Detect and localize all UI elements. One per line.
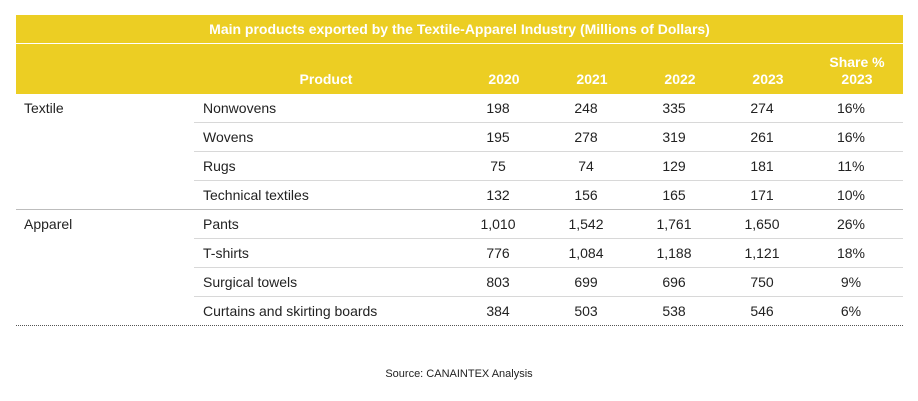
cell-2022: 696 — [662, 274, 686, 290]
cell-category — [24, 181, 184, 210]
row-divider — [194, 238, 903, 239]
cell-2023: 171 — [750, 187, 774, 203]
cell-share: 26% — [836, 216, 866, 232]
cell-2021: 1,542 — [568, 216, 604, 232]
cell-2020: 803 — [486, 274, 510, 290]
table-title: Main products exported by the Textile-Ap… — [16, 15, 903, 43]
cell-2020: 75 — [490, 158, 506, 174]
cell-2023: 261 — [750, 129, 774, 145]
row-divider — [194, 151, 903, 152]
cell-product: Technical textiles — [203, 187, 309, 203]
cell-2020: 776 — [486, 245, 510, 261]
cell-share: 16% — [836, 129, 866, 145]
row-divider — [194, 267, 903, 268]
cell-share: 6% — [840, 303, 862, 319]
table-row: Curtains and skirting boards 384 503 538 546… — [0, 297, 918, 326]
cell-product: Curtains and skirting boards — [203, 303, 378, 319]
table-row: Technical textiles 132 156 165 171 10% — [0, 181, 918, 210]
table-header: Product 2020 2021 2022 2023 Share % 2023 — [16, 44, 903, 94]
table-title-text: Main products exported by the Textile-Ap… — [209, 21, 710, 37]
cell-category — [24, 123, 184, 152]
cell-2023: 546 — [750, 303, 774, 319]
table-row: Surgical towels 803 699 696 750 9% — [0, 268, 918, 297]
cell-2022: 335 — [662, 100, 686, 116]
column-header-2023: 2023 — [752, 71, 784, 87]
cell-2021: 699 — [574, 274, 598, 290]
column-header-share: Share % 2023 — [817, 54, 897, 88]
cell-2021: 278 — [574, 129, 598, 145]
cell-category — [24, 297, 184, 326]
cell-share: 16% — [836, 100, 866, 116]
row-divider — [194, 296, 903, 297]
cell-2020: 384 — [486, 303, 510, 319]
cell-2022: 165 — [662, 187, 686, 203]
cell-2021: 74 — [578, 158, 594, 174]
column-header-share-line1: Share % — [829, 54, 885, 70]
source-note: Source: CANAINTEX Analysis — [385, 368, 533, 380]
cell-product: Rugs — [203, 158, 236, 174]
cell-category — [24, 268, 184, 297]
column-header-share-line2: 2023 — [841, 71, 873, 87]
cell-product: Nonwovens — [203, 100, 277, 116]
table-row: T-shirts 776 1,084 1,188 1,121 18% — [0, 239, 918, 268]
cell-2022: 319 — [662, 129, 686, 145]
cell-share: 11% — [837, 158, 865, 174]
cell-share: 18% — [836, 245, 866, 261]
group-divider — [16, 209, 903, 210]
cell-2023: 1,650 — [744, 216, 780, 232]
column-header-2022: 2022 — [664, 71, 696, 87]
cell-2020: 132 — [486, 187, 510, 203]
cell-category — [24, 239, 184, 268]
cell-share: 9% — [840, 274, 862, 290]
table-row: Wovens 195 278 319 261 16% — [0, 123, 918, 152]
cell-2020: 198 — [486, 100, 510, 116]
column-header-product: Product — [299, 71, 353, 87]
column-header-2021: 2021 — [576, 71, 608, 87]
cell-category: Textile — [24, 100, 64, 116]
cell-2020: 1,010 — [480, 216, 516, 232]
cell-2022: 129 — [662, 158, 686, 174]
cell-2022: 1,761 — [656, 216, 692, 232]
row-divider — [194, 122, 903, 123]
row-divider — [194, 180, 903, 181]
cell-2021: 248 — [574, 100, 598, 116]
cell-2023: 274 — [750, 100, 774, 116]
cell-product: Wovens — [203, 129, 254, 145]
column-header-2020: 2020 — [488, 71, 520, 87]
cell-category: Apparel — [24, 216, 73, 232]
table-row: Apparel Pants 1,010 1,542 1,761 1,650 26% — [0, 210, 918, 239]
cell-2020: 195 — [486, 129, 510, 145]
table-row: Textile Nonwovens 198 248 335 274 16% — [0, 94, 918, 123]
cell-product: Surgical towels — [203, 274, 298, 290]
table-bottom-rule — [16, 325, 903, 326]
cell-2023: 750 — [750, 274, 774, 290]
cell-2022: 1,188 — [656, 245, 692, 261]
cell-2023: 1,121 — [744, 245, 780, 261]
cell-product: Pants — [203, 216, 239, 232]
cell-2021: 1,084 — [568, 245, 604, 261]
cell-2021: 156 — [574, 187, 598, 203]
table-row: Rugs 75 74 129 181 11% — [0, 152, 918, 181]
cell-product: T-shirts — [203, 245, 249, 261]
cell-category — [24, 152, 184, 181]
cell-2022: 538 — [662, 303, 686, 319]
cell-2023: 181 — [750, 158, 774, 174]
cell-share: 10% — [836, 187, 866, 203]
cell-2021: 503 — [574, 303, 598, 319]
